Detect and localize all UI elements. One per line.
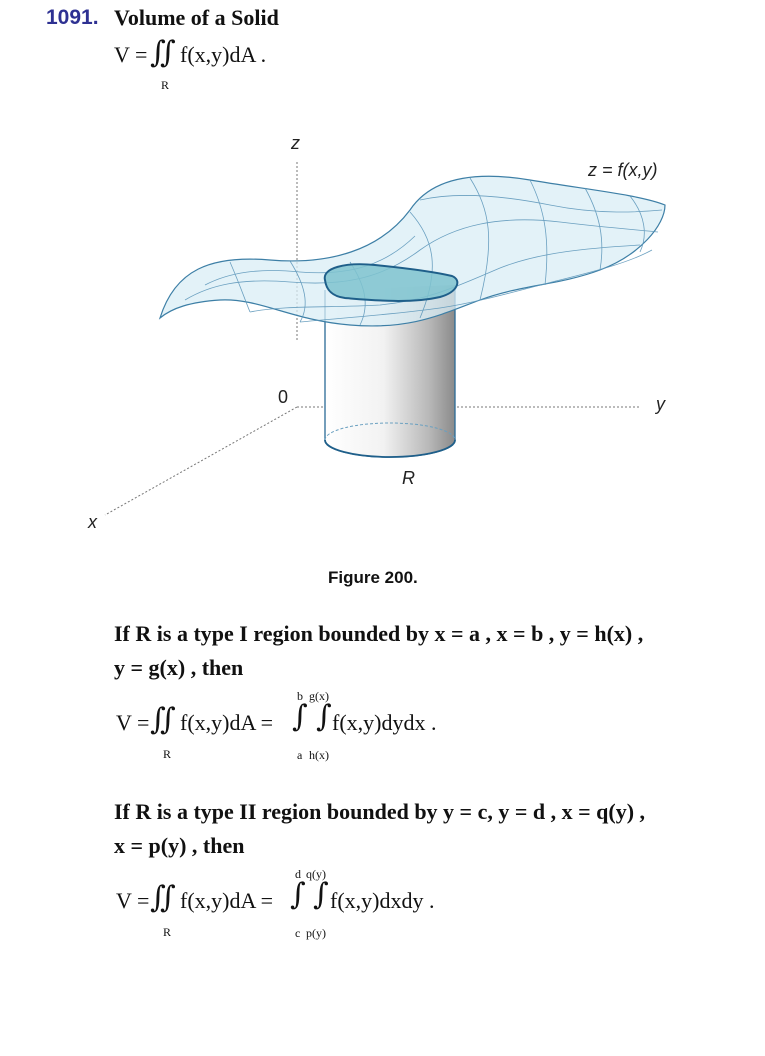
type1-inner-integral-sign: ∫ <box>316 702 332 732</box>
volume-figure: z y x 0 z = f(x,y) R <box>0 120 765 560</box>
type1-description-line1: If R is a type I region bounded by x = a… <box>114 621 643 647</box>
type2-outer-upper: d <box>295 867 301 882</box>
type2-mid: f(x,y)dA = <box>180 888 273 914</box>
type1-inner-upper: g(x) <box>309 689 329 704</box>
type1-outer-lower: a <box>297 748 302 763</box>
section-number: 1091. <box>46 6 99 30</box>
type1-integrand: f(x,y)dydx . <box>332 710 436 736</box>
type1-region: R <box>163 747 171 762</box>
type2-outer-integral-sign: ∫ <box>290 880 306 910</box>
type2-description-line1: If R is a type II region bounded by y = … <box>114 799 645 825</box>
region-label: R <box>402 468 415 488</box>
section-title: Volume of a Solid <box>114 5 279 31</box>
type1-double-integral-sign: ∬ <box>150 705 176 735</box>
x-axis <box>105 407 297 515</box>
type1-mid: f(x,y)dA = <box>180 710 273 736</box>
type1-lhs: V = <box>116 710 149 736</box>
surface <box>160 176 665 326</box>
type2-inner-integral-sign: ∫ <box>313 880 329 910</box>
z-axis-label: z <box>290 133 300 153</box>
type2-double-integral-sign: ∬ <box>150 883 176 913</box>
surface-label: z = f(x,y) <box>587 160 658 180</box>
type1-description-line2: y = g(x) , then <box>114 655 243 681</box>
type2-outer-lower: c <box>295 926 300 941</box>
figure-caption: Figure 200. <box>328 568 418 588</box>
y-axis-label: y <box>654 394 666 414</box>
formula-lhs: V = <box>114 42 147 68</box>
type2-region: R <box>163 925 171 940</box>
type1-outer-upper: b <box>297 689 303 704</box>
origin-label: 0 <box>278 387 288 407</box>
formula-integrand: f(x,y)dA . <box>180 42 266 68</box>
type2-lhs: V = <box>116 888 149 914</box>
x-axis-label: x <box>87 512 98 532</box>
region-subscript: R <box>161 78 169 93</box>
type2-description-line2: x = p(y) , then <box>114 833 245 859</box>
double-integral-sign: ∬ <box>150 38 176 68</box>
type1-outer-integral-sign: ∫ <box>292 702 308 732</box>
type2-inner-lower: p(y) <box>306 926 326 941</box>
type2-inner-upper: q(y) <box>306 867 326 882</box>
type2-integrand: f(x,y)dxdy . <box>330 888 434 914</box>
type1-inner-lower: h(x) <box>309 748 329 763</box>
